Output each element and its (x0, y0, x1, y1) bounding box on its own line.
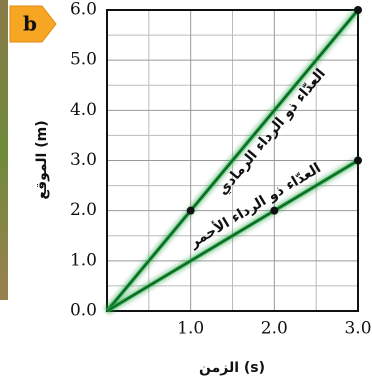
point (354, 6, 362, 14)
x-axis-title: الزمن (s) (199, 360, 265, 376)
panel-label: b (23, 12, 37, 36)
photo-strip (0, 0, 8, 300)
y-tick-label: 5.0 (70, 50, 97, 70)
y-tick-label: 6.0 (70, 0, 97, 20)
y-tick-label: 4.0 (70, 100, 97, 120)
point (270, 206, 279, 215)
x-tick-label: 1.0 (177, 319, 204, 339)
y-tick-label: 0.0 (70, 301, 97, 321)
panel-badge (9, 5, 57, 43)
point (354, 156, 362, 165)
x-tick-label: 2.0 (261, 319, 288, 339)
point (186, 206, 195, 215)
y-tick-label: 2.0 (70, 200, 97, 220)
series-label: العدّاء ذو الرداء الأحمر (186, 159, 324, 251)
y-tick-label: 1.0 (70, 250, 97, 270)
x-tick-label: 3.0 (344, 319, 371, 339)
y-tick-label: 3.0 (70, 150, 97, 170)
y-axis-title: الموقع (m) (34, 120, 50, 199)
